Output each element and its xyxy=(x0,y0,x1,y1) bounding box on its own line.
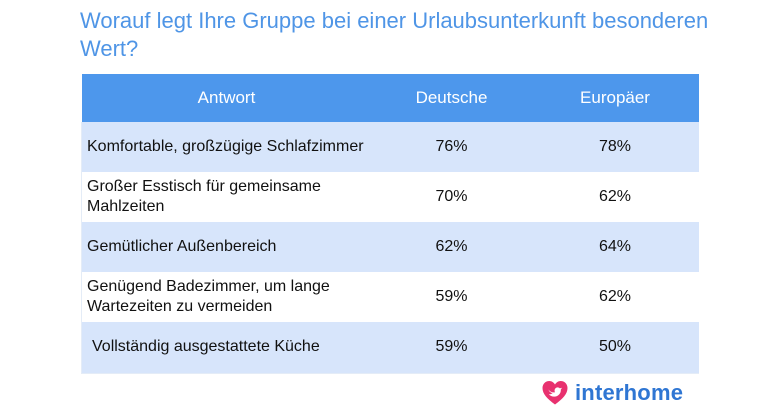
table-header-row: Antwort Deutsche Europäer xyxy=(81,74,699,122)
row-value-europaeer: 78% xyxy=(531,122,699,172)
row-value-europaeer: 50% xyxy=(531,322,699,374)
header-europaeer: Europäer xyxy=(531,74,699,122)
row-answer: Genügend Badezimmer, um lange Wartezeite… xyxy=(81,272,372,322)
survey-table: Antwort Deutsche Europäer Komfortable, g… xyxy=(81,74,699,374)
row-value-deutsche: 70% xyxy=(371,172,532,222)
row-value-europaeer: 62% xyxy=(531,272,699,322)
page-title: Worauf legt Ihre Gruppe bei einer Urlaub… xyxy=(80,8,709,61)
header-antwort: Antwort xyxy=(81,74,372,122)
row-answer: Großer Esstisch für gemeinsame Mahlzeite… xyxy=(81,172,372,222)
row-answer: Vollständig ausgestattete Küche xyxy=(81,322,372,374)
header-deutsche: Deutsche xyxy=(371,74,532,122)
interhome-logo: interhome xyxy=(541,378,683,408)
row-value-deutsche: 59% xyxy=(371,322,532,374)
row-value-europaeer: 62% xyxy=(531,172,699,222)
table-row: Gemütlicher Außenbereich 62% 64% xyxy=(81,222,699,272)
heart-bird-logo-icon xyxy=(542,381,568,405)
row-value-deutsche: 59% xyxy=(371,272,532,322)
row-answer: Komfortable, großzügige Schlafzimmer xyxy=(81,122,372,172)
brand-name: interhome xyxy=(575,380,684,405)
table-row: Großer Esstisch für gemeinsame Mahlzeite… xyxy=(81,172,699,222)
table-row: Komfortable, großzügige Schlafzimmer 76%… xyxy=(81,122,699,172)
row-value-deutsche: 62% xyxy=(371,222,532,272)
table-row: Vollständig ausgestattete Küche 59% 50% xyxy=(81,322,699,374)
row-value-deutsche: 76% xyxy=(371,122,532,172)
table-row: Genügend Badezimmer, um lange Wartezeite… xyxy=(81,272,699,322)
row-value-europaeer: 64% xyxy=(531,222,699,272)
row-answer: Gemütlicher Außenbereich xyxy=(81,222,372,272)
